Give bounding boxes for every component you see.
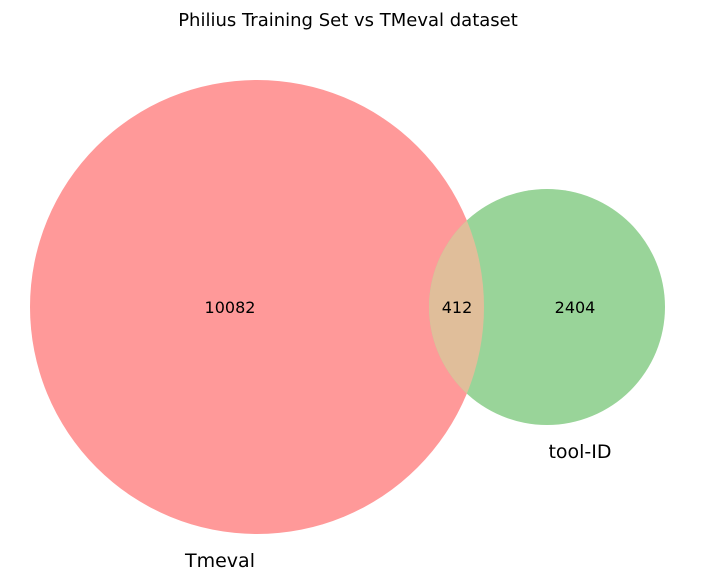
tmeval-only-count: 10082 xyxy=(205,298,256,317)
set-label-tmeval: Tmeval xyxy=(184,550,255,572)
set-circle-tmeval xyxy=(30,80,484,534)
set-label-tool-id: tool-ID xyxy=(548,441,611,463)
chart-title: Philius Training Set vs TMeval dataset xyxy=(178,10,518,31)
tool-id-only-count: 2404 xyxy=(555,298,596,317)
intersection-count: 412 xyxy=(442,298,473,317)
